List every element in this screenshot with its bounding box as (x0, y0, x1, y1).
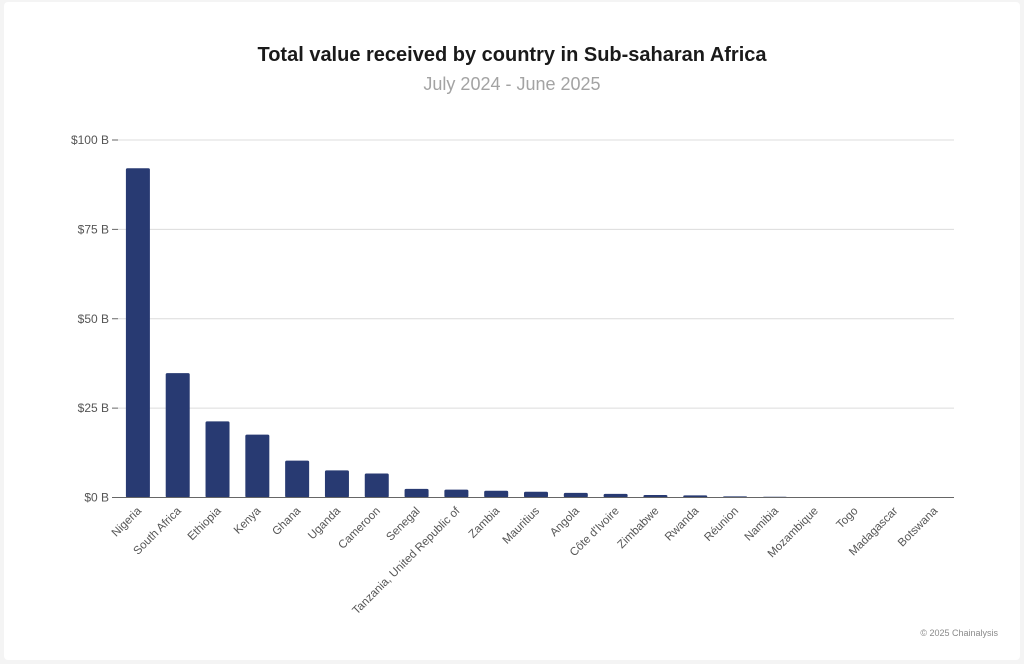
x-tick-label: Zambia (467, 505, 503, 541)
bar-zimbabwe (643, 494, 668, 498)
x-tick-label: Rwanda (663, 505, 702, 544)
y-tick-label: $100 B (71, 133, 109, 147)
bar-mauritius (524, 491, 548, 498)
y-tick-label: $50 B (78, 312, 109, 326)
x-tick-label: Nigeria (110, 505, 145, 540)
x-tick-label: Namibia (743, 505, 782, 544)
x-tick-label: Togo (834, 505, 860, 531)
x-tick-label: Uganda (306, 505, 343, 542)
bar-rwanda (683, 495, 708, 498)
source-credit: © 2025 Chainalysis (920, 628, 998, 638)
bar-south-africa (165, 373, 190, 498)
x-tick-label: Ghana (270, 505, 303, 538)
bar-senegal (404, 488, 429, 498)
x-tick-label: Mauritius (501, 505, 543, 547)
x-tick-label: Kenya (232, 505, 264, 537)
chart-subtitle: July 2024 - June 2025 (423, 74, 601, 94)
bar-c-te-d-ivoire (603, 493, 628, 498)
x-tick-label: Ethiopia (186, 505, 224, 543)
bar-angola (563, 492, 588, 498)
bar-ghana (285, 460, 310, 498)
x-tick-label: Cameroon (336, 505, 382, 551)
bar-nigeria (125, 168, 150, 498)
bar-tanzania-united-republic-of (444, 489, 469, 498)
bar-cameroon (364, 473, 389, 498)
bar-zambia (484, 490, 509, 498)
y-tick-label: $25 B (78, 401, 109, 415)
x-tick-label: Réunion (702, 505, 741, 544)
chart-title: Total value received by country in Sub-s… (257, 44, 767, 66)
bar-ethiopia (205, 421, 230, 498)
y-tick-label: $0 B (84, 491, 109, 505)
y-axis-ticks: $0 B $25 B $50 B $75 B $100 B (71, 133, 118, 505)
y-tick-label: $75 B (78, 222, 109, 236)
bar-kenya (245, 434, 270, 498)
gridlines (118, 139, 954, 409)
x-tick-label: Angola (548, 505, 582, 539)
bars (125, 168, 947, 498)
x-tick-label: Botswana (896, 505, 941, 550)
chart-card (4, 2, 1020, 660)
bar-uganda (324, 470, 349, 498)
x-tick-label: Zimbabwe (616, 505, 662, 551)
x-tick-label: Senegal (384, 505, 422, 543)
